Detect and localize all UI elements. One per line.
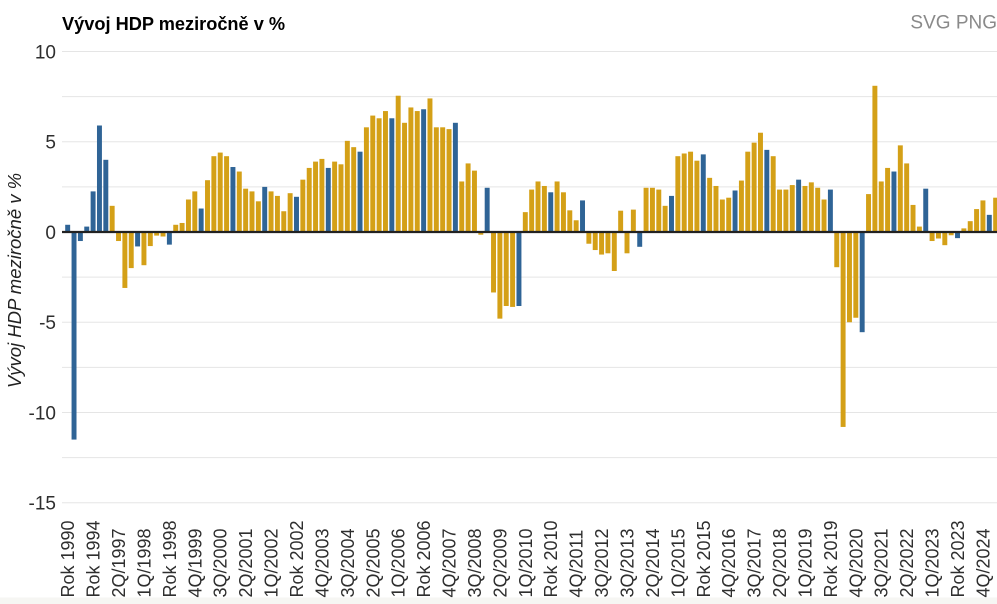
svg-text:Rok 1998: Rok 1998 (160, 520, 180, 597)
svg-text:Rok 2006: Rok 2006 (414, 520, 434, 597)
svg-text:3Q/2013: 3Q/2013 (618, 528, 638, 597)
svg-text:Rok 1994: Rok 1994 (84, 520, 104, 597)
svg-text:3Q/2017: 3Q/2017 (745, 528, 765, 597)
svg-text:4Q/1999: 4Q/1999 (185, 528, 205, 597)
svg-text:Rok 2002: Rok 2002 (287, 520, 307, 597)
svg-text:1Q/2006: 1Q/2006 (389, 528, 409, 597)
svg-text:2Q/2018: 2Q/2018 (770, 528, 790, 597)
svg-text:4Q/2007: 4Q/2007 (440, 528, 460, 597)
svg-text:1Q/2002: 1Q/2002 (262, 528, 282, 597)
svg-text:3Q/2008: 3Q/2008 (465, 528, 485, 597)
svg-text:4Q/2003: 4Q/2003 (312, 528, 332, 597)
svg-text:Vývoj HDP meziročně v %: Vývoj HDP meziročně v % (62, 14, 285, 34)
svg-text:1Q/2015: 1Q/2015 (668, 528, 688, 597)
svg-text:-5: -5 (39, 313, 56, 334)
svg-text:2Q/1997: 2Q/1997 (109, 528, 129, 597)
svg-text:1Q/2010: 1Q/2010 (516, 528, 536, 597)
svg-text:Rok 2023: Rok 2023 (948, 520, 968, 597)
svg-text:SVG PNG: SVG PNG (910, 13, 997, 34)
svg-text:10: 10 (35, 42, 56, 63)
svg-text:2Q/2005: 2Q/2005 (363, 528, 383, 597)
svg-text:2Q/2009: 2Q/2009 (490, 528, 510, 597)
svg-text:3Q/2021: 3Q/2021 (872, 528, 892, 597)
svg-text:Vývoj HDP meziročně v %: Vývoj HDP meziročně v % (4, 173, 25, 388)
svg-text:2Q/2014: 2Q/2014 (643, 528, 663, 597)
svg-text:Rok 2010: Rok 2010 (541, 520, 561, 597)
svg-text:-15: -15 (29, 494, 56, 515)
svg-text:2Q/2022: 2Q/2022 (897, 528, 917, 597)
svg-text:4Q/2016: 4Q/2016 (719, 528, 739, 597)
svg-text:3Q/2004: 3Q/2004 (338, 528, 358, 597)
svg-text:-10: -10 (29, 403, 56, 424)
svg-text:3Q/2000: 3Q/2000 (211, 528, 231, 597)
svg-text:Rok 2019: Rok 2019 (821, 520, 841, 597)
svg-text:4Q/2011: 4Q/2011 (567, 530, 587, 598)
svg-text:3Q/2012: 3Q/2012 (592, 528, 612, 597)
svg-text:Rok 1990: Rok 1990 (58, 520, 78, 597)
svg-text:4Q/2024: 4Q/2024 (973, 528, 993, 597)
svg-text:2Q/2001: 2Q/2001 (236, 528, 256, 597)
svg-text:1Q/1998: 1Q/1998 (134, 528, 154, 597)
svg-text:4Q/2020: 4Q/2020 (846, 528, 866, 597)
svg-text:1Q/2019: 1Q/2019 (796, 528, 816, 597)
svg-text:5: 5 (45, 133, 56, 154)
svg-text:0: 0 (45, 223, 56, 244)
svg-text:1Q/2023: 1Q/2023 (923, 528, 943, 597)
svg-text:Rok 2015: Rok 2015 (694, 520, 714, 597)
